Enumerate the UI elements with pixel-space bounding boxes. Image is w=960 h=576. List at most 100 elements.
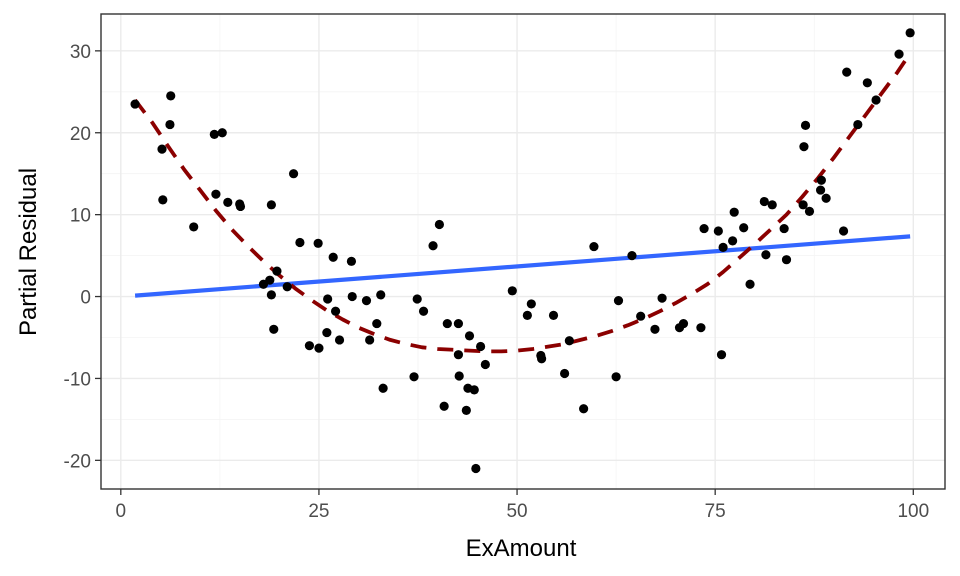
data-point: [295, 237, 305, 248]
data-point: [434, 219, 444, 230]
data-point: [166, 91, 176, 101]
data-point: [713, 226, 723, 236]
data-point: [564, 336, 574, 346]
data-point: [372, 318, 382, 329]
data-point: [800, 120, 811, 130]
data-point: [718, 242, 728, 253]
data-point: [378, 383, 388, 393]
data-point: [412, 294, 422, 304]
x-tick-label: 0: [116, 501, 127, 522]
data-point: [314, 343, 324, 353]
data-point: [739, 223, 749, 233]
data-point: [282, 282, 292, 292]
data-point: [480, 359, 490, 370]
data-point: [627, 250, 637, 261]
x-tick-label: 25: [308, 501, 329, 522]
data-point: [322, 327, 332, 338]
data-point: [804, 206, 815, 216]
data-point: [471, 463, 481, 474]
y-axis-ticks: -20 -10 0 10 20 30: [64, 42, 101, 472]
data-point: [334, 335, 345, 345]
data-point: [579, 404, 589, 414]
data-point: [745, 279, 755, 289]
panel-border: [100, 13, 946, 490]
data-point: [266, 200, 276, 210]
data-point: [761, 250, 771, 260]
data-point: [453, 350, 464, 360]
data-point: [613, 296, 624, 306]
y-tick-label: -10: [64, 369, 91, 390]
data-point: [696, 323, 706, 333]
data-points: [130, 28, 915, 474]
data-point: [328, 252, 338, 262]
data-point: [871, 95, 881, 105]
data-point: [211, 189, 221, 199]
data-point: [853, 119, 863, 130]
data-point: [464, 331, 475, 341]
y-tick-label: 30: [70, 42, 91, 63]
data-point: [716, 350, 727, 360]
data-point: [165, 119, 175, 130]
data-point: [526, 299, 536, 309]
data-point: [361, 296, 372, 306]
y-tick-label: -20: [64, 451, 91, 472]
data-point: [589, 241, 599, 252]
data-point: [130, 99, 140, 109]
data-point: [798, 200, 808, 210]
data-point: [313, 238, 323, 248]
data-point: [821, 193, 831, 203]
data-point: [272, 266, 282, 276]
data-point: [265, 275, 275, 285]
data-point: [816, 175, 826, 185]
minor-gridlines: [101, 14, 945, 489]
data-point: [454, 371, 464, 381]
data-point: [323, 294, 333, 304]
data-point: [409, 372, 419, 382]
data-point: [418, 306, 429, 316]
data-point: [453, 318, 464, 329]
data-point: [560, 368, 570, 379]
data-point: [537, 354, 547, 364]
major-gridlines: [101, 14, 945, 489]
data-point: [894, 49, 904, 59]
data-point: [376, 290, 386, 300]
data-point: [476, 341, 486, 352]
y-tick-label: 0: [80, 288, 91, 309]
x-tick-label: 75: [705, 501, 726, 522]
data-point: [235, 201, 246, 212]
data-point: [223, 197, 233, 207]
data-point: [862, 78, 872, 88]
data-point: [699, 223, 709, 234]
data-point: [611, 372, 621, 382]
data-point: [365, 335, 375, 345]
data-point: [507, 286, 517, 296]
x-tick-label: 100: [897, 501, 929, 522]
data-point: [728, 236, 738, 246]
data-point: [657, 293, 667, 303]
data-point: [217, 128, 227, 138]
y-axis-title: Partial Residual: [15, 168, 42, 336]
data-point: [779, 223, 789, 234]
data-point: [636, 311, 646, 321]
data-point: [469, 385, 479, 395]
data-point: [209, 129, 219, 139]
data-point: [442, 318, 452, 329]
data-point: [266, 290, 276, 300]
data-point: [346, 256, 357, 266]
smooth-fit-curve: [133, 52, 912, 354]
data-point: [189, 222, 199, 232]
data-point: [838, 226, 849, 236]
data-point: [428, 241, 438, 251]
data-point: [304, 341, 315, 351]
x-axis-title: ExAmount: [466, 535, 577, 562]
data-point: [158, 195, 168, 205]
data-point: [905, 28, 915, 38]
data-point: [799, 142, 809, 152]
data-point: [522, 310, 532, 320]
x-tick-label: 50: [506, 501, 527, 522]
y-tick-label: 20: [70, 124, 91, 145]
data-point: [288, 169, 299, 179]
data-point: [842, 67, 852, 77]
